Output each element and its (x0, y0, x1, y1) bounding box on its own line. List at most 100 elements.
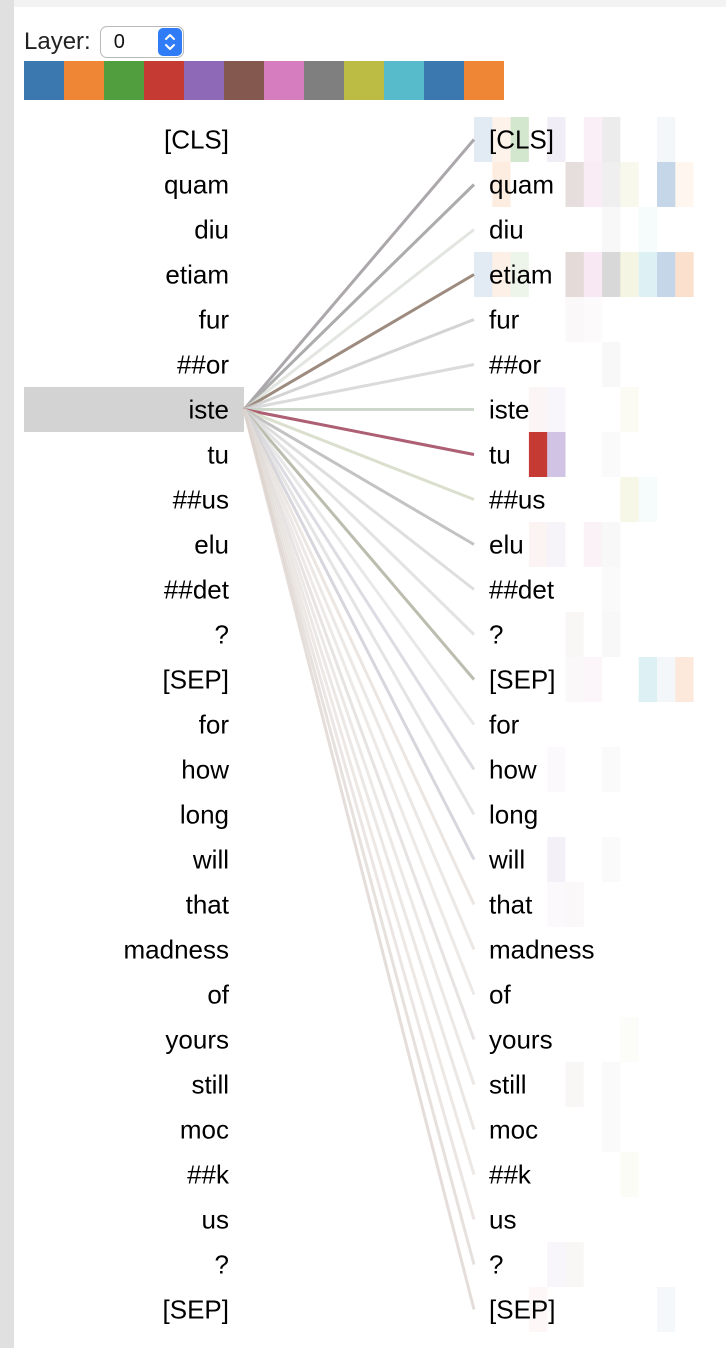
selected-token-highlight (24, 387, 244, 432)
left-token[interactable]: tu (207, 440, 229, 470)
attention-line (242, 408, 476, 906)
left-token[interactable]: how (181, 755, 229, 785)
left-token[interactable]: etiam (165, 260, 229, 290)
left-token[interactable]: yours (165, 1025, 229, 1055)
left-token[interactable]: [SEP] (163, 1295, 229, 1325)
attention-cell (620, 1017, 639, 1062)
right-token[interactable]: diu (489, 215, 524, 245)
left-token[interactable]: elu (194, 530, 229, 560)
attention-cell (547, 117, 566, 162)
attention-line (242, 183, 476, 411)
attention-cell (602, 1062, 621, 1107)
left-token[interactable]: for (199, 710, 230, 740)
attention-cell (565, 612, 584, 657)
attention-cell (565, 657, 584, 702)
right-token[interactable]: still (489, 1070, 527, 1100)
head-swatch-6[interactable] (264, 61, 304, 100)
right-token[interactable]: ##k (489, 1160, 532, 1190)
layer-select-value: 0 (113, 30, 125, 53)
right-token[interactable]: ##or (489, 350, 541, 380)
right-token[interactable]: long (489, 800, 538, 830)
left-token[interactable]: that (186, 890, 230, 920)
right-token[interactable]: will (488, 845, 525, 875)
attention-line (242, 408, 476, 861)
head-swatch-3[interactable] (144, 61, 184, 100)
head-swatch-0[interactable] (24, 61, 64, 100)
left-token[interactable]: madness (124, 935, 230, 965)
attention-line (242, 408, 476, 1041)
left-token[interactable]: ? (215, 1250, 229, 1280)
right-token[interactable]: of (489, 980, 511, 1010)
right-token[interactable]: madness (489, 935, 595, 965)
head-swatch-11[interactable] (464, 61, 504, 100)
left-token[interactable]: still (191, 1070, 229, 1100)
right-token[interactable]: [CLS] (489, 125, 554, 155)
attention-line (243, 408, 475, 591)
attention-cell (583, 117, 603, 162)
left-token[interactable]: ##det (164, 575, 230, 605)
right-token[interactable]: etiam (489, 260, 553, 290)
right-token[interactable]: ##us (489, 485, 545, 515)
head-swatch-7[interactable] (304, 61, 344, 100)
left-token[interactable]: ? (215, 620, 229, 650)
attention-line (242, 408, 476, 996)
right-token[interactable]: that (489, 890, 533, 920)
left-token[interactable]: [SEP] (163, 665, 229, 695)
attention-cell (602, 117, 621, 162)
left-token[interactable]: moc (180, 1115, 229, 1145)
left-scroll-track (0, 0, 14, 1348)
right-token[interactable]: ? (489, 620, 503, 650)
right-token[interactable]: ##det (489, 575, 555, 605)
right-token[interactable]: us (489, 1205, 516, 1235)
right-token[interactable]: tu (489, 440, 511, 470)
attention-line (242, 409, 476, 1310)
left-token[interactable]: ##or (177, 350, 229, 380)
right-token[interactable]: how (489, 755, 537, 785)
right-token[interactable]: iste (489, 395, 529, 425)
right-token[interactable]: quam (489, 170, 554, 200)
right-token[interactable]: for (489, 710, 520, 740)
attention-cell (620, 1152, 639, 1197)
attention-line (243, 273, 475, 411)
attention-line (242, 409, 476, 1265)
attention-cell (547, 1242, 566, 1287)
left-token[interactable]: of (207, 980, 229, 1010)
right-token[interactable]: yours (489, 1025, 553, 1055)
left-token[interactable]: long (180, 800, 229, 830)
attention-cell (638, 657, 657, 702)
head-swatch-10[interactable] (424, 61, 464, 100)
attention-cell (675, 162, 694, 207)
attention-cell (602, 1107, 621, 1152)
attention-cell (492, 117, 511, 162)
left-token[interactable]: diu (194, 215, 229, 245)
head-swatch-4[interactable] (184, 61, 224, 100)
attention-line (243, 318, 475, 411)
left-token[interactable]: quam (164, 170, 229, 200)
attention-cell (675, 252, 694, 297)
attention-cell (657, 252, 676, 297)
left-token[interactable]: ##k (187, 1160, 230, 1190)
left-token[interactable]: iste (189, 395, 229, 425)
left-token[interactable]: fur (199, 305, 230, 335)
right-token[interactable]: ? (489, 1250, 503, 1280)
layer-select[interactable]: 0 (99, 26, 184, 58)
left-token[interactable]: us (202, 1205, 229, 1235)
head-swatch-9[interactable] (384, 61, 424, 100)
right-token[interactable]: elu (489, 530, 524, 560)
left-token[interactable]: [CLS] (164, 125, 229, 155)
head-swatch-2[interactable] (104, 61, 144, 100)
head-swatch-5[interactable] (224, 61, 264, 100)
head-swatch-8[interactable] (344, 61, 384, 100)
attention-line (242, 409, 476, 1220)
right-token[interactable]: [SEP] (489, 1295, 555, 1325)
attention-cell (547, 747, 566, 792)
right-token[interactable]: [SEP] (489, 665, 555, 695)
left-token[interactable]: ##us (173, 485, 229, 515)
attention-line (242, 408, 476, 636)
right-token[interactable]: fur (489, 305, 520, 335)
right-token[interactable]: moc (489, 1115, 538, 1145)
attention-cell (474, 117, 493, 162)
head-swatch-1[interactable] (64, 61, 104, 100)
left-token[interactable]: will (192, 845, 229, 875)
attention-line (243, 228, 475, 411)
